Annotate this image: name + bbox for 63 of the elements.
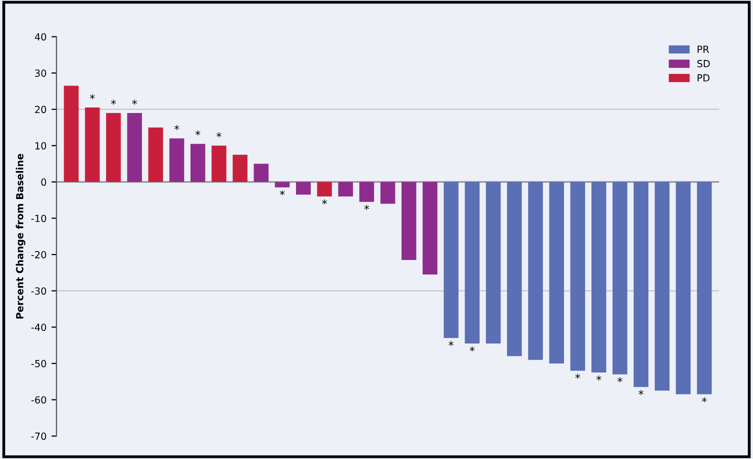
y-tick-label: -20	[31, 251, 46, 258]
data-label: *	[132, 100, 138, 105]
bar	[444, 182, 458, 338]
bar	[317, 182, 332, 196]
data-label: *	[575, 374, 580, 379]
y-tick-label: -70	[31, 432, 46, 440]
bar	[612, 182, 628, 374]
y-tick-label: -40	[31, 324, 46, 331]
y-tick-label: 30	[35, 70, 46, 77]
bar	[64, 86, 79, 182]
bar	[212, 146, 226, 182]
bar	[696, 182, 712, 394]
bar	[422, 182, 438, 275]
data-label: *	[448, 341, 454, 346]
bar	[549, 182, 564, 364]
legend-label: SD	[697, 60, 710, 68]
bar	[190, 144, 206, 182]
bar	[570, 182, 586, 371]
bar	[296, 182, 311, 195]
data-label: *	[596, 375, 602, 381]
data-label: *	[90, 94, 95, 100]
bar	[591, 182, 606, 373]
data-label: *	[216, 132, 222, 138]
bar	[380, 182, 396, 204]
bar	[402, 182, 416, 260]
bar	[274, 182, 290, 188]
bar	[486, 182, 501, 344]
data-label: *	[111, 100, 116, 105]
bar	[106, 112, 121, 182]
data-label: *	[322, 199, 327, 204]
data-label: *	[280, 190, 285, 196]
legend-label: PR	[698, 46, 710, 53]
bar	[634, 182, 648, 388]
y-axis-title: Percent Change from Baseline	[16, 154, 26, 319]
data-label: *	[617, 377, 622, 382]
data-label: *	[364, 204, 370, 210]
bar	[528, 182, 543, 360]
bar	[84, 108, 100, 182]
y-tick-label: -10	[31, 214, 46, 222]
bar	[254, 164, 269, 182]
bar	[507, 182, 522, 356]
legend-label: PD	[698, 74, 710, 82]
y-tick-label: -60	[31, 396, 46, 404]
bar	[232, 154, 248, 182]
y-tick-label: 40	[34, 33, 46, 41]
data-label: *	[195, 130, 200, 136]
data-label: *	[638, 390, 644, 396]
data-label: *	[174, 125, 180, 130]
y-tick-label: 20	[35, 106, 46, 114]
bar	[338, 182, 353, 196]
data-label: *	[702, 397, 707, 402]
bar	[654, 182, 670, 391]
bar	[464, 182, 480, 344]
y-tick-label: -30	[31, 287, 46, 295]
y-tick-label: 0	[41, 178, 46, 186]
bar	[148, 127, 164, 182]
bar	[127, 112, 142, 182]
bar	[676, 182, 691, 394]
bar	[359, 182, 374, 202]
bar	[169, 138, 184, 182]
y-tick-label: -50	[31, 360, 46, 368]
data-label: *	[470, 346, 475, 352]
y-tick-label: 10	[35, 142, 46, 150]
